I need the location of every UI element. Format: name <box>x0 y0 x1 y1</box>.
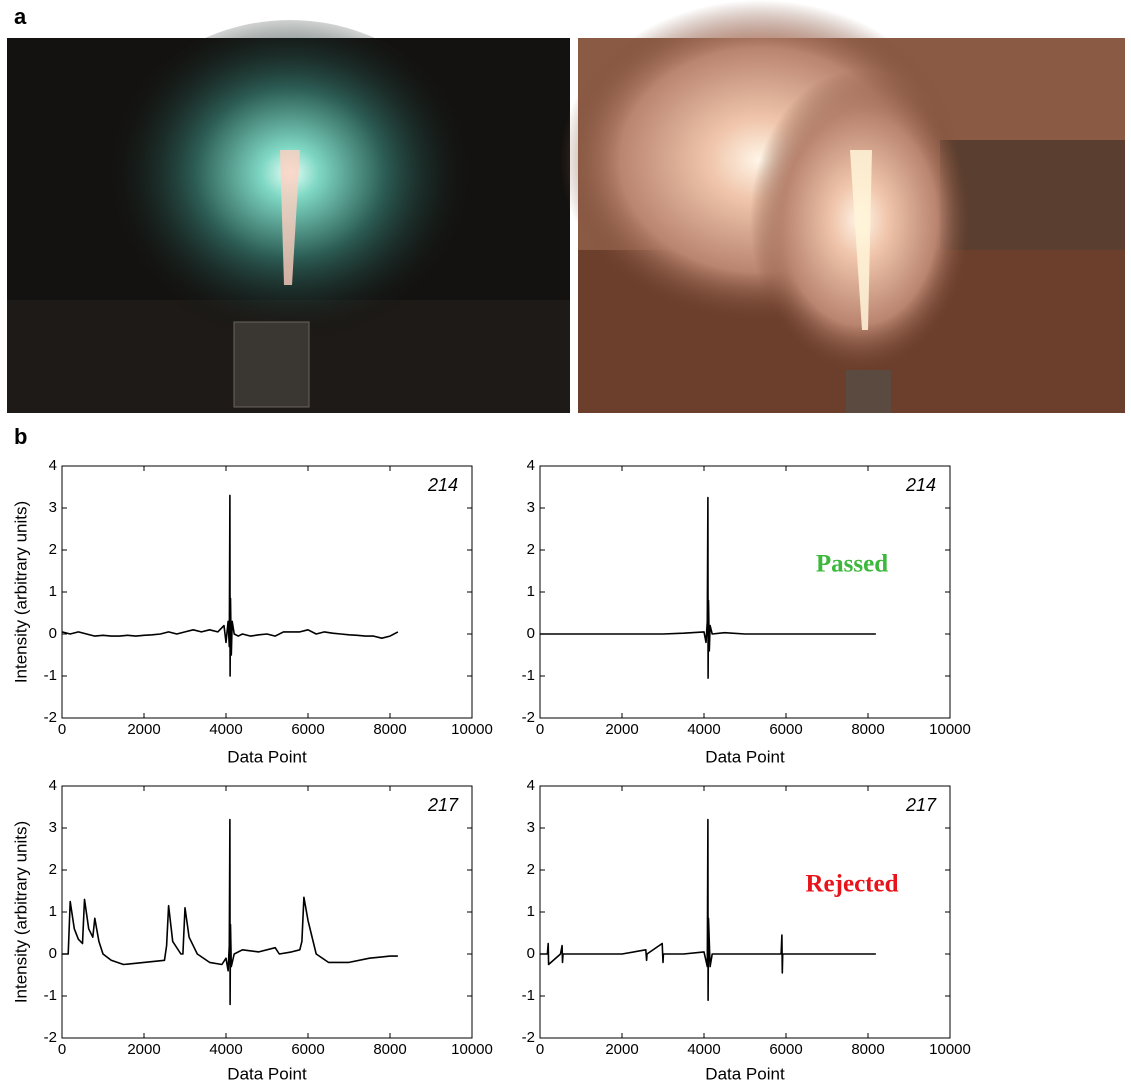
figure: a b -2-1012340200040006000800010000Data … <box>0 0 1131 1084</box>
y-tick-label: 3 <box>49 499 57 516</box>
x-tick-label: 10000 <box>451 1041 493 1058</box>
x-tick-label: 2000 <box>605 1041 638 1058</box>
x-tick-label: 4000 <box>687 1041 720 1058</box>
x-axis-label: Data Point <box>227 1064 307 1083</box>
y-tick-label: -1 <box>44 987 57 1004</box>
x-tick-label: 4000 <box>209 1041 242 1058</box>
x-tick-label: 10000 <box>929 1041 971 1058</box>
y-tick-label: 2 <box>527 541 535 558</box>
y-tick-label: 2 <box>527 861 535 878</box>
y-tick-label: 4 <box>527 457 535 474</box>
x-tick-label: 10000 <box>451 721 493 738</box>
x-tick-label: 6000 <box>769 721 802 738</box>
y-tick-label: 3 <box>527 499 535 516</box>
trace-id: 217 <box>427 795 459 815</box>
y-tick-label: 0 <box>527 625 535 642</box>
plot-frame <box>62 786 472 1038</box>
panel-label: b <box>14 424 27 449</box>
x-tick-label: 8000 <box>373 1041 406 1058</box>
x-tick-label: 6000 <box>291 721 324 738</box>
x-tick-label: 8000 <box>851 721 884 738</box>
x-tick-label: 10000 <box>929 721 971 738</box>
y-tick-label: 1 <box>49 583 57 600</box>
y-tick-label: 2 <box>49 541 57 558</box>
x-tick-label: 4000 <box>687 721 720 738</box>
figure-canvas: a b -2-1012340200040006000800010000Data … <box>0 0 1131 1084</box>
y-tick-label: 4 <box>49 777 57 794</box>
trace-id: 217 <box>905 795 937 815</box>
x-tick-label: 8000 <box>373 721 406 738</box>
y-tick-label: -2 <box>522 709 535 726</box>
y-tick-label: 1 <box>527 903 535 920</box>
photo-green-fountain <box>7 20 570 413</box>
y-tick-label: 0 <box>527 945 535 962</box>
trace-id: 214 <box>427 475 458 495</box>
x-tick-label: 8000 <box>851 1041 884 1058</box>
y-tick-label: 3 <box>49 819 57 836</box>
panel-label: a <box>14 4 27 29</box>
x-tick-label: 4000 <box>209 721 242 738</box>
x-tick-label: 2000 <box>127 1041 160 1058</box>
y-tick-label: -2 <box>44 709 57 726</box>
x-tick-label: 2000 <box>605 721 638 738</box>
trace-id: 214 <box>905 475 936 495</box>
y-tick-label: 4 <box>49 457 57 474</box>
y-tick-label: 3 <box>527 819 535 836</box>
verdict: Passed <box>816 551 888 578</box>
y-tick-label: 1 <box>527 583 535 600</box>
x-axis-label: Data Point <box>705 1064 785 1083</box>
y-tick-label: 0 <box>49 945 57 962</box>
x-tick-label: 6000 <box>291 1041 324 1058</box>
plot-frame <box>62 466 472 718</box>
y-tick-label: 1 <box>49 903 57 920</box>
x-tick-label: 0 <box>536 721 544 738</box>
y-tick-label: -2 <box>522 1029 535 1046</box>
photo-white-fountain <box>560 0 1125 413</box>
y-tick-label: 0 <box>49 625 57 642</box>
x-tick-label: 2000 <box>127 721 160 738</box>
x-tick-label: 0 <box>58 721 66 738</box>
y-tick-label: -1 <box>522 987 535 1004</box>
y-axis-label: Intensity (arbitrary units) <box>11 821 30 1003</box>
x-tick-label: 6000 <box>769 1041 802 1058</box>
y-tick-label: 2 <box>49 861 57 878</box>
x-tick-label: 0 <box>536 1041 544 1058</box>
y-tick-label: 4 <box>527 777 535 794</box>
x-tick-label: 0 <box>58 1041 66 1058</box>
y-tick-label: -1 <box>44 667 57 684</box>
y-tick-label: -2 <box>44 1029 57 1046</box>
x-axis-label: Data Point <box>705 747 785 766</box>
verdict: Rejected <box>806 871 899 898</box>
plot-frame <box>540 786 950 1038</box>
y-axis-label: Intensity (arbitrary units) <box>11 501 30 683</box>
y-tick-label: -1 <box>522 667 535 684</box>
plot-frame <box>540 466 950 718</box>
x-axis-label: Data Point <box>227 747 307 766</box>
